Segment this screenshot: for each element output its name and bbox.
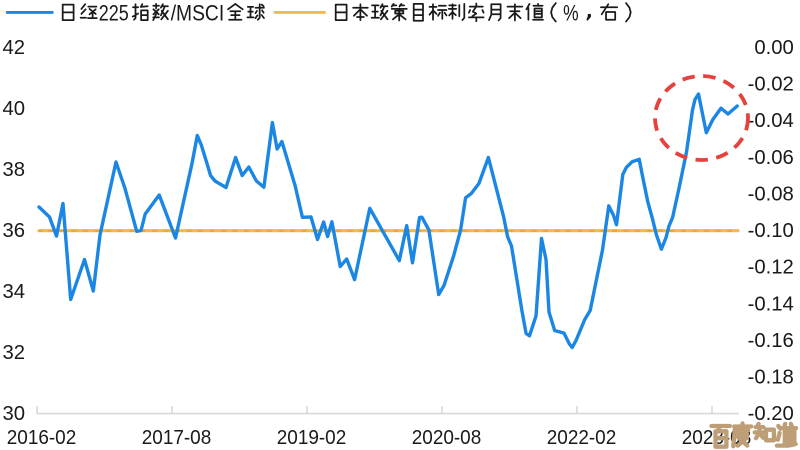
svg-text:30: 30 — [2, 403, 25, 425]
svg-text:38: 38 — [2, 159, 25, 181]
svg-text:2022-02: 2022-02 — [547, 427, 617, 449]
svg-text:2019-02: 2019-02 — [277, 427, 347, 449]
svg-text:2020-08: 2020-08 — [412, 427, 482, 449]
svg-text:-0.10: -0.10 — [748, 220, 794, 242]
svg-text:-0.08: -0.08 — [748, 183, 794, 205]
svg-text:2016-02: 2016-02 — [7, 427, 77, 449]
svg-text:32: 32 — [2, 342, 25, 364]
svg-text:-0.02: -0.02 — [748, 74, 794, 96]
svg-text:36: 36 — [2, 220, 25, 242]
svg-text:42: 42 — [2, 37, 25, 59]
svg-text:-0.16: -0.16 — [748, 330, 794, 352]
svg-text:-0.06: -0.06 — [748, 147, 794, 169]
svg-text:0.00: 0.00 — [754, 37, 793, 59]
svg-text:34: 34 — [2, 281, 25, 303]
svg-text:/MSCI: /MSCI — [171, 1, 225, 26]
svg-text:225: 225 — [99, 1, 129, 26]
svg-text:-0.12: -0.12 — [748, 257, 794, 279]
svg-text:%: % — [563, 1, 579, 26]
svg-text:-0.04: -0.04 — [748, 110, 794, 132]
svg-text:-0.14: -0.14 — [748, 293, 794, 315]
svg-text:-0.18: -0.18 — [748, 367, 794, 389]
svg-text:2017-08: 2017-08 — [142, 427, 212, 449]
svg-text:40: 40 — [2, 98, 25, 120]
svg-text:-0.20: -0.20 — [748, 403, 794, 425]
